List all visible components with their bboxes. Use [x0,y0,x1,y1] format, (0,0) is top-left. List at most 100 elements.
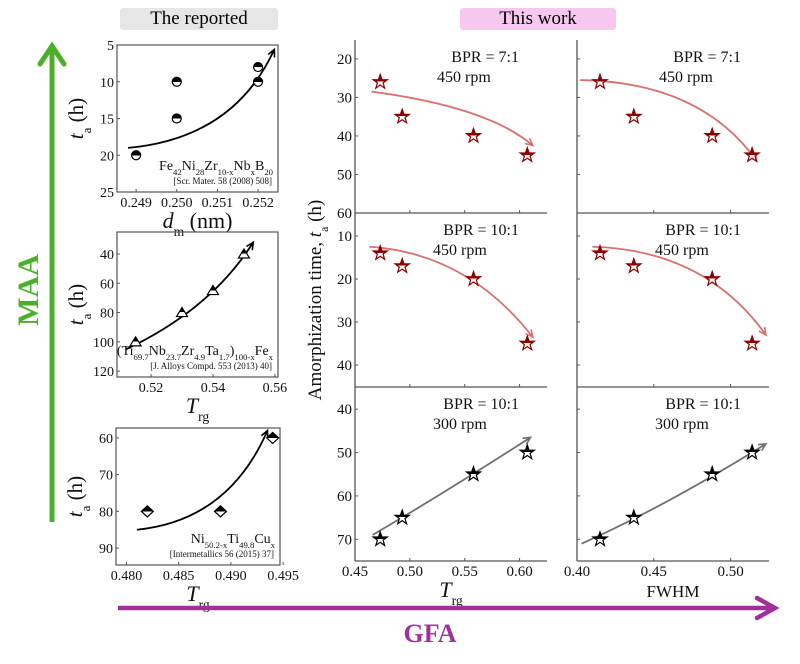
data-point-star [393,256,412,274]
trend-arrowhead [522,436,533,445]
y-tick-label: 25 [100,186,114,201]
text-segment: Fe [255,344,269,359]
data-point-star [371,243,390,261]
reference-citation: [Intermetallics 56 (2015) 37] [170,549,274,559]
text-segment: 1.7 [219,352,231,362]
trend-arrowhead [525,329,534,339]
x-axis-label: Trg [186,393,210,424]
y-tick-label: 120 [93,365,114,380]
text-segment: T [186,581,200,606]
x-tick-label: 0.250 [161,196,193,211]
data-point-diamond [265,431,280,445]
text-segment: x [251,167,256,177]
header-this-work-label: This work [499,8,577,29]
y-tick-label: 60 [100,277,114,292]
y-axis-label: ta (h) [63,476,93,517]
text-segment: (h) [64,284,88,314]
condition-label: 300 rpm [655,416,709,433]
x-tick-label: 0.490 [215,569,247,584]
data-point-star [393,107,412,125]
data-point-star [743,443,761,461]
data-point-star [518,443,537,461]
shared-y-axis-label: Amorphization time, ta (h) [305,200,331,400]
data-point-star [624,107,643,125]
data-point-star [591,72,609,90]
y-tick-label: 80 [99,505,113,520]
alloy-formula: Fe42Ni28Zr10-xNbxB20 [159,159,273,177]
data-point-star [703,126,722,144]
header-reported-label: The reported [150,8,248,29]
y-tick-label: 20 [337,272,352,288]
y-tick-label: 5 [107,39,114,54]
text-segment: Fe [159,159,173,174]
data-point-star [703,464,722,482]
data-point-star [624,508,643,526]
trend-arrow [369,245,534,338]
y-tick-label: 20 [100,149,114,164]
data-point-circle [252,76,264,87]
data-point-circle [171,113,182,124]
text-segment: rg [199,597,210,612]
text-segment: a [318,226,331,232]
text-segment: t [64,132,88,139]
text-segment: d [163,208,175,233]
y-axis-label: ta (h) [64,98,94,139]
condition-label: 450 rpm [655,242,709,259]
text-segment: x [271,540,276,550]
data-point-circle [131,150,142,161]
y-tick-label: 20 [337,52,352,68]
panel-3: 20 30 40 50 60 BPR = 7:1 450 rpm [337,40,547,222]
data-point-star [371,529,390,547]
text-segment: 23.7 [166,352,182,362]
trend-arrow [592,245,767,336]
condition-label: BPR = 10:1 [443,222,519,239]
data-point-star [518,334,537,352]
text-segment: B [255,159,264,174]
trend-arrow [372,436,532,536]
text-segment: Ni [182,159,196,174]
condition-label: 450 rpm [659,69,713,86]
condition-label: 300 rpm [433,416,487,433]
panel-7: 40 50 60 70 0.45 0.50 0.55 0.60 Trg BPR = 10:1 300… [337,387,547,608]
text-segment: 100-x [234,352,255,362]
text-segment: ) [230,344,235,359]
x-tick-label: 0.45 [641,564,667,580]
text-segment: (h) [63,476,87,506]
text-segment: Ti [227,532,239,547]
x-tick-label: 0.249 [120,196,152,211]
text-segment: 28 [196,167,205,177]
maa-arrowhead [37,41,67,67]
text-segment: 49.8 [239,540,254,550]
x-axis-label: Trg [186,581,210,612]
text-segment: 10-x [218,167,235,177]
text-segment: x [269,352,274,362]
y-tick-label: 50 [337,167,352,183]
text-segment: t [305,231,326,237]
text-segment: Cu [254,532,270,547]
x-tick-label: 0.40 [564,564,590,580]
x-axis-label: Trg [439,577,463,608]
data-point-triangle [129,335,143,347]
reference-citation: [J. Alloys Compd. 553 (2013) 40] [150,361,272,371]
y-tick-label: 40 [337,129,352,145]
y-tick-label: 60 [337,206,352,222]
text-segment: 4.9 [194,352,205,362]
panel-5: 10 20 30 40 BPR = 10:1 450 rpm [337,213,547,388]
panel-6: BPR = 10:1 450 rpm [576,213,769,388]
trend-arrow [125,241,254,350]
text-segment: T [439,577,453,602]
trend-arrowhead [246,240,255,251]
x-tick-label: 0.252 [242,196,274,211]
condition-label: 450 rpm [437,69,491,86]
y-tick-label: 50 [337,446,352,462]
y-tick-label: 40 [337,402,352,418]
data-point-star [518,145,537,163]
data-point-star [743,334,761,352]
data-point-circle [252,61,264,73]
text-segment: a [79,313,94,319]
text-segment: (h) [64,98,88,128]
x-tick-label: 0.480 [111,569,143,584]
trend-arrow [581,443,767,545]
